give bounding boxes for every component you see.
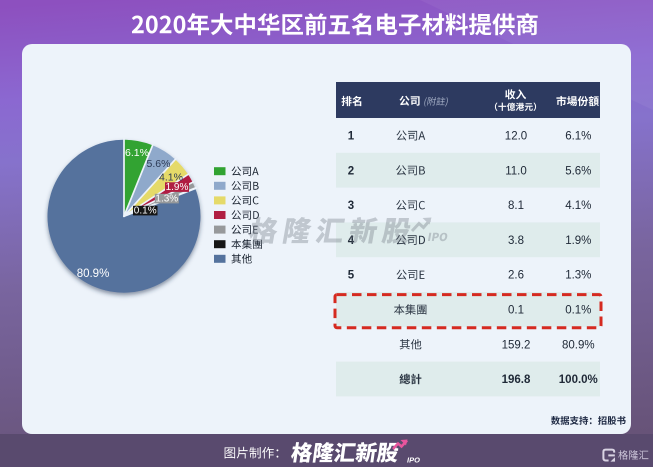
svg-text:0.1%: 0.1%	[134, 206, 157, 217]
svg-text:2: 2	[348, 165, 354, 177]
svg-text:5.6%: 5.6%	[565, 165, 591, 177]
svg-text:1: 1	[348, 131, 355, 143]
svg-text:11.0: 11.0	[505, 165, 527, 177]
svg-text:IPO: IPO	[407, 456, 420, 465]
svg-text:3: 3	[348, 200, 354, 212]
svg-text:6.1%: 6.1%	[565, 131, 591, 143]
svg-text:6.1%: 6.1%	[125, 147, 149, 159]
svg-text:4.1%: 4.1%	[565, 200, 591, 212]
svg-text:80.9%: 80.9%	[77, 268, 110, 280]
svg-text:8.1: 8.1	[508, 200, 524, 212]
svg-text:1.3%: 1.3%	[155, 194, 178, 205]
svg-text:1.9%: 1.9%	[565, 235, 591, 247]
svg-text:2.6: 2.6	[508, 270, 524, 282]
svg-text:4: 4	[348, 235, 355, 247]
svg-text:4.1%: 4.1%	[159, 171, 183, 183]
svg-text:0.1: 0.1	[508, 305, 524, 317]
svg-text:1.9%: 1.9%	[166, 182, 189, 193]
svg-text:1.3%: 1.3%	[565, 270, 591, 282]
svg-text:5.6%: 5.6%	[147, 158, 171, 170]
svg-text:196.8: 196.8	[502, 374, 531, 386]
svg-text:3.8: 3.8	[508, 235, 524, 247]
svg-text:0.1%: 0.1%	[565, 305, 591, 317]
svg-text:100.0%: 100.0%	[559, 374, 598, 386]
svg-text:12.0: 12.0	[505, 131, 527, 143]
svg-text:159.2: 159.2	[502, 339, 531, 351]
svg-text:80.9%: 80.9%	[562, 339, 595, 351]
svg-text:5: 5	[348, 270, 355, 282]
